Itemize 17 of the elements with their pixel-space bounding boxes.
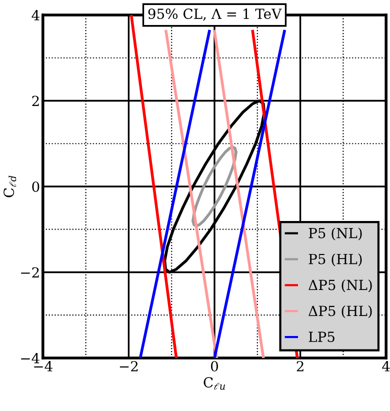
y-tick-label: 4	[32, 10, 40, 20]
legend-label: P5 (NL)	[308, 228, 362, 240]
y-tick-label: −2	[21, 267, 39, 278]
y-tick-label: −4	[21, 352, 40, 364]
chart-title: 95% CL, Λ = 1 TeV	[148, 8, 282, 21]
y-tick-label: 0	[32, 181, 40, 192]
x-tick-label: 0	[210, 361, 218, 372]
x-tick-label: 2	[296, 361, 304, 372]
x-tick-label: −2	[120, 361, 138, 372]
x-tick-label: 4	[382, 361, 390, 372]
legend-label: ΔP5 (NL)	[308, 279, 372, 292]
legend-label: ΔP5 (HL)	[308, 305, 372, 318]
y-tick-label: 2	[32, 96, 39, 106]
y-axis-title: C$_{ℓd}$	[4, 176, 16, 198]
x-axis-title: C$_{ℓu}$	[204, 377, 225, 390]
legend-label: LP5	[308, 332, 334, 342]
legend-label: P5 (HL)	[308, 254, 362, 266]
